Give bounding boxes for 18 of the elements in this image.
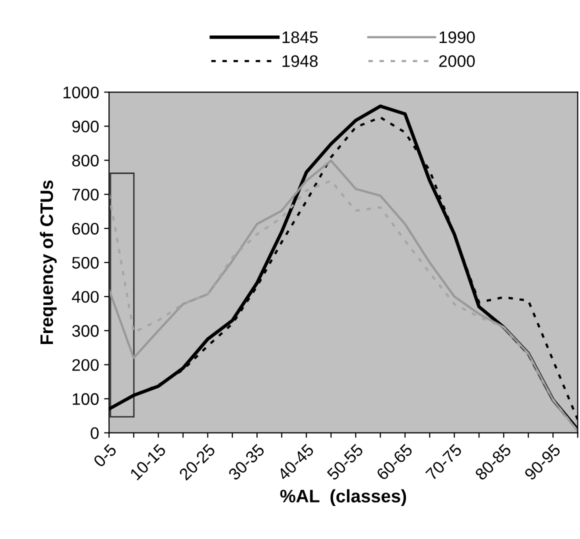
y-tick-label: 200 xyxy=(72,359,99,371)
y-tick-label: 300 xyxy=(72,325,99,337)
y-tick-label: 900 xyxy=(72,120,99,132)
legend-label: 1948 xyxy=(282,55,318,68)
y-tick-label: 600 xyxy=(72,222,99,235)
y-tick-label: 0 xyxy=(90,427,99,440)
legend-label: 1990 xyxy=(440,31,475,44)
y-tick-label: 800 xyxy=(72,154,99,166)
y-tick-label: 500 xyxy=(72,256,99,269)
y-tick-label: 400 xyxy=(72,290,99,303)
legend-label: 1845 xyxy=(282,31,318,44)
y-axis-title: Frequency of CTUs xyxy=(40,180,57,344)
legend-label: 2000 xyxy=(439,55,475,68)
y-tick-label: 700 xyxy=(72,188,99,201)
y-tick-label: 100 xyxy=(72,393,99,405)
y-tick-label: 1000 xyxy=(64,86,99,98)
x-axis-title: %AL (classes) xyxy=(280,489,406,506)
x-tick-label: 0-5 xyxy=(92,443,118,468)
